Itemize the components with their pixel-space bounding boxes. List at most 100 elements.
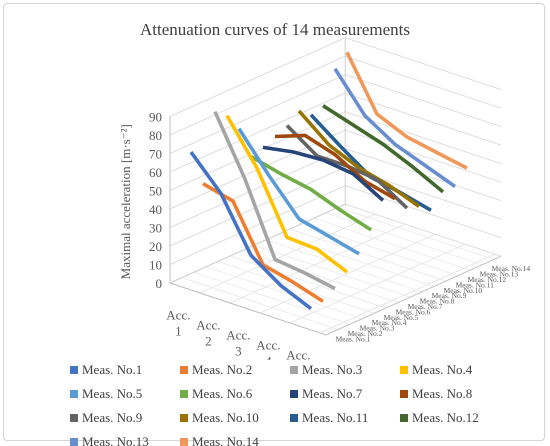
legend: Meas. No.1 Meas. No.2 Meas. No.3 Meas. No.4… xyxy=(70,360,510,446)
legend-item: Meas. No.1 xyxy=(70,360,180,380)
series-line xyxy=(333,67,457,188)
floor-gridline xyxy=(259,233,436,314)
legend-label: Meas. No.11 xyxy=(302,410,369,425)
depth-axis-label: Meas. No.5 xyxy=(384,313,419,322)
legend-label: Meas. No.2 xyxy=(192,362,253,377)
legend-swatch xyxy=(70,390,78,398)
y-tick-label: 20 xyxy=(149,239,162,254)
legend-label: Meas. No.8 xyxy=(412,386,473,401)
x-tick-label: Acc. 1 xyxy=(166,307,190,338)
legend-swatch xyxy=(70,414,78,422)
legend-swatch xyxy=(180,366,188,374)
legend-item: Meas. No.2 xyxy=(180,360,290,380)
axes xyxy=(169,37,502,336)
legend-label: Meas. No.4 xyxy=(412,362,473,377)
legend-swatch xyxy=(290,414,298,422)
legend-label: Meas. No.7 xyxy=(302,386,363,401)
floor-gridline xyxy=(229,255,387,309)
legend-swatch xyxy=(400,366,408,374)
floor-gridline xyxy=(229,223,406,304)
legend-label: Meas. No.1 xyxy=(82,362,143,377)
legend-label: Meas. No.3 xyxy=(302,362,363,377)
y-tick-label: 70 xyxy=(149,147,162,162)
legend-item: Meas. No.3 xyxy=(290,360,400,380)
legend-swatch xyxy=(290,390,298,398)
legend-label: Meas. No.14 xyxy=(192,434,259,446)
y-tick-label: 10 xyxy=(149,258,162,273)
y-tick-label: 80 xyxy=(149,128,162,143)
y-tick-label: 60 xyxy=(149,165,162,180)
legend-item: Meas. No.10 xyxy=(180,408,290,428)
series-line xyxy=(345,51,468,170)
depth-axis-label: Meas. No.2 xyxy=(348,329,383,338)
axis-labels: 0 10 20 30 40 50 60 70 80 90 Maximal acceleration … xyxy=(118,110,530,361)
series-line xyxy=(225,114,349,274)
floor-gridline xyxy=(301,223,459,277)
y-tick-label: 50 xyxy=(149,184,162,199)
plot-area: 0 10 20 30 40 50 60 70 80 90 Maximal acceleration … xyxy=(118,37,530,361)
legend-swatch xyxy=(180,414,188,422)
depth-axis-label: Meas. No.13 xyxy=(480,270,519,279)
chart-title: Attenuation curves of 14 measurements xyxy=(139,20,411,39)
legend-item: Meas. No.14 xyxy=(180,432,290,446)
axis-frame xyxy=(169,37,346,284)
depth-axis-label: Meas. No.14 xyxy=(492,264,531,273)
floor-gridline xyxy=(319,253,496,334)
depth-axis-label: Meas. No.8 xyxy=(420,297,455,306)
legend-label: Meas. No.10 xyxy=(192,410,259,425)
chart-border xyxy=(3,3,545,441)
x-tick-label: Acc. 3 xyxy=(226,327,250,358)
series-line xyxy=(237,127,360,256)
floor-gridline xyxy=(253,244,411,298)
legend-swatch xyxy=(70,438,78,446)
depth-axis-label: Meas. No.10 xyxy=(444,286,483,295)
depth-axis-label: Meas. No.3 xyxy=(360,324,395,333)
series-line xyxy=(274,133,396,201)
x-tick-label: Acc.5 xyxy=(286,347,310,360)
gridline xyxy=(169,37,502,117)
floor-gridline xyxy=(205,266,363,320)
series-lines xyxy=(189,51,468,311)
legend-item: Meas. No.11 xyxy=(290,408,400,428)
legend-item: Meas. No.5 xyxy=(70,384,180,404)
depth-axis-label: Meas. No.4 xyxy=(372,318,407,327)
legend-item: Meas. No.8 xyxy=(400,384,510,404)
legend-label: Meas. No.6 xyxy=(192,386,253,401)
legend-label: Meas. No.5 xyxy=(82,386,143,401)
depth-axis-label: Meas. No.11 xyxy=(456,280,495,289)
x-tick-label: Acc.4 xyxy=(256,337,280,360)
floor-gridline xyxy=(289,243,466,324)
legend-item: Meas. No.6 xyxy=(180,384,290,404)
y-tick-label: 0 xyxy=(156,276,163,291)
legend-label: Meas. No.12 xyxy=(412,410,479,425)
floor-gridline xyxy=(217,260,375,314)
legend-item: Meas. No.13 xyxy=(70,432,180,446)
series-line xyxy=(250,155,372,232)
depth-axis-label: Meas. No.6 xyxy=(396,307,431,316)
legend-label: Meas. No.13 xyxy=(82,434,149,446)
legend-item: Meas. No.7 xyxy=(290,384,400,404)
floor-gridline xyxy=(289,228,447,282)
y-axis-title: Maximal acceleration [m·s⁻²] xyxy=(118,124,133,279)
floor-gridline xyxy=(199,213,376,294)
floor-gridline xyxy=(313,217,471,271)
legend-swatch xyxy=(400,414,408,422)
depth-axis-label: Meas. No.9 xyxy=(432,291,467,300)
axis-frame xyxy=(169,116,502,336)
series-line xyxy=(262,145,385,202)
legend-item: Meas. No.12 xyxy=(400,408,510,428)
series-line xyxy=(297,109,421,208)
depth-axis-label: Meas. No.1 xyxy=(336,334,371,343)
legend-swatch xyxy=(70,366,78,374)
legend-swatch xyxy=(400,390,408,398)
floor-gridline xyxy=(193,271,351,325)
legend-label: Meas. No.9 xyxy=(82,410,143,425)
floor-gridline xyxy=(265,239,423,293)
floor-gridline xyxy=(241,250,399,304)
x-tick-label: Acc. 2 xyxy=(196,317,220,348)
y-tick-label: 90 xyxy=(149,110,162,125)
depth-axis-label: Meas. No.12 xyxy=(468,275,507,284)
legend-item: Meas. No.9 xyxy=(70,408,180,428)
floor-gridline xyxy=(337,206,495,260)
